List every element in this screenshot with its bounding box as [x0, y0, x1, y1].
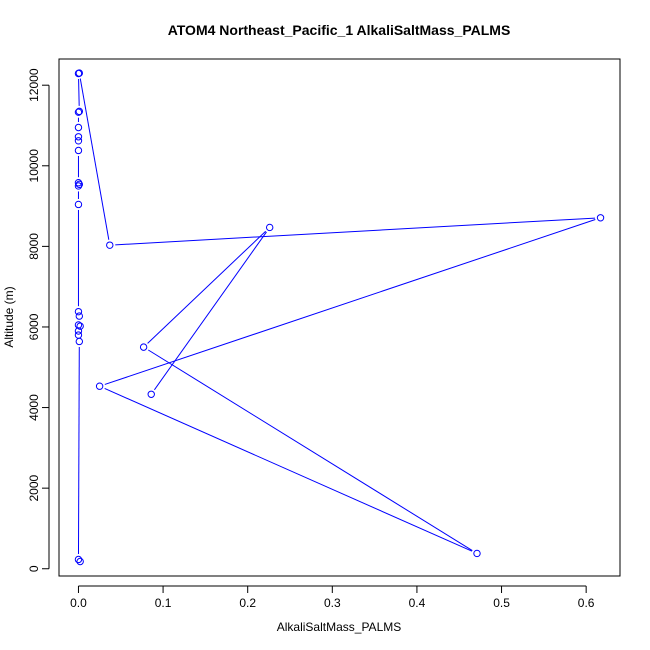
- y-tick-label: 6000: [27, 313, 41, 340]
- series-segment: [147, 230, 267, 344]
- data-point: [74, 331, 83, 339]
- series-points: [74, 69, 605, 566]
- y-tick-label: 0: [27, 565, 41, 572]
- chart-title: ATOM4 Northeast_Pacific_1 AlkaliSaltMass…: [168, 22, 511, 38]
- data-point: [95, 382, 104, 390]
- y-tick-label: 12000: [27, 68, 41, 102]
- data-point: [74, 123, 83, 132]
- x-tick-label: 0.2: [239, 596, 256, 610]
- series-lines: [77, 78, 596, 554]
- series-segment: [115, 217, 596, 246]
- series-segment: [104, 219, 596, 385]
- data-point: [473, 549, 481, 558]
- x-tick-label: 0.1: [155, 596, 172, 610]
- plot-frame: [58, 58, 621, 577]
- data-point: [74, 137, 83, 145]
- series-segment: [154, 231, 267, 391]
- data-point: [265, 223, 274, 232]
- data-point: [147, 390, 155, 398]
- x-tick-label: 0.4: [409, 596, 426, 610]
- x-axis: 0.0 0.1 0.2 0.3 0.4 0.5 0.6: [70, 585, 595, 610]
- y-axis-label: Altitude (m): [2, 286, 16, 347]
- x-tick-label: 0.3: [324, 596, 341, 610]
- data-point: [74, 321, 83, 329]
- series-segment: [77, 346, 80, 554]
- x-tick-label: 0.0: [70, 596, 87, 610]
- y-axis: 0 2000 4000 6000 8000 10000 12000: [27, 68, 50, 572]
- data-point: [75, 337, 84, 346]
- data-point: [74, 307, 83, 316]
- data-point: [596, 214, 605, 222]
- x-tick-label: 0.5: [493, 596, 510, 610]
- x-tick-label: 0.6: [578, 596, 595, 610]
- y-tick-label: 4000: [27, 394, 41, 421]
- y-tick-label: 8000: [27, 233, 41, 260]
- series-segment: [79, 78, 110, 240]
- y-tick-label: 2000: [27, 474, 41, 501]
- data-point: [74, 555, 83, 564]
- series-segment: [148, 349, 473, 551]
- data-point: [76, 322, 84, 330]
- series-segment: [104, 387, 473, 552]
- data-point: [75, 107, 84, 116]
- data-point: [76, 557, 84, 566]
- y-tick-label: 10000: [27, 149, 41, 183]
- data-point: [74, 179, 83, 187]
- x-axis-label: AlkaliSaltMass_PALMS: [277, 620, 402, 634]
- data-point: [75, 312, 84, 320]
- data-point: [106, 241, 114, 249]
- data-point: [75, 69, 84, 77]
- data-point: [74, 200, 83, 209]
- series-segment: [78, 78, 80, 106]
- data-point: [74, 146, 83, 155]
- data-point: [74, 133, 83, 141]
- data-point: [139, 343, 148, 351]
- data-point: [74, 108, 83, 116]
